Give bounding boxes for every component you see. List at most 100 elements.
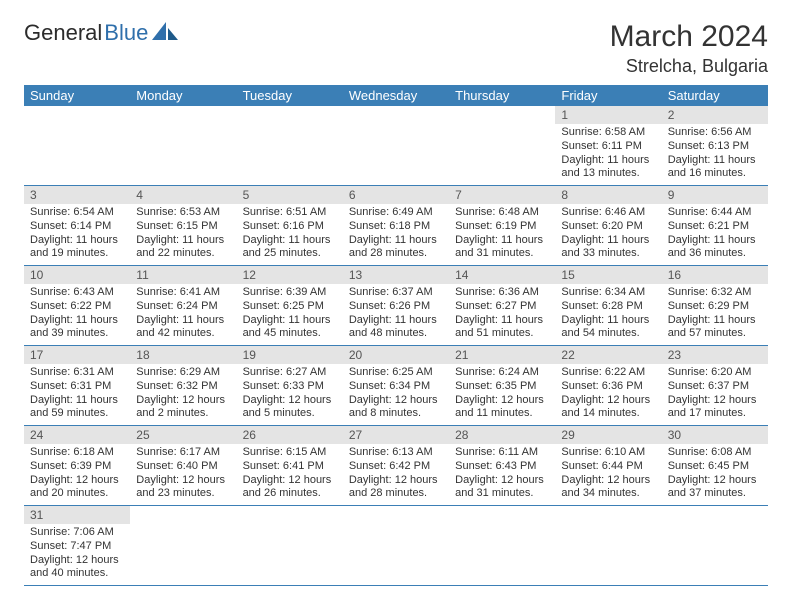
daylight-text: Daylight: 11 hours and 13 minutes. xyxy=(561,154,655,182)
day-detail-cell: Sunrise: 6:20 AMSunset: 6:37 PMDaylight:… xyxy=(662,364,768,426)
day-detail-cell xyxy=(130,124,236,186)
sunrise-text: Sunrise: 6:11 AM xyxy=(455,446,549,460)
day-detail-cell: Sunrise: 6:36 AMSunset: 6:27 PMDaylight:… xyxy=(449,284,555,346)
day-detail-row: Sunrise: 6:31 AMSunset: 6:31 PMDaylight:… xyxy=(24,364,768,426)
weekday-header: Monday xyxy=(130,85,236,106)
sunset-text: Sunset: 6:32 PM xyxy=(136,380,230,394)
sunset-text: Sunset: 6:44 PM xyxy=(561,460,655,474)
location-label: Strelcha, Bulgaria xyxy=(610,56,768,77)
day-number-cell xyxy=(130,506,236,525)
day-detail-row: Sunrise: 6:43 AMSunset: 6:22 PMDaylight:… xyxy=(24,284,768,346)
sunrise-text: Sunrise: 6:39 AM xyxy=(243,286,337,300)
sunset-text: Sunset: 6:28 PM xyxy=(561,300,655,314)
day-number-cell: 21 xyxy=(449,346,555,365)
day-detail-cell: Sunrise: 6:43 AMSunset: 6:22 PMDaylight:… xyxy=(24,284,130,346)
sunrise-text: Sunrise: 6:41 AM xyxy=(136,286,230,300)
day-number-cell xyxy=(237,506,343,525)
daylight-text: Daylight: 11 hours and 39 minutes. xyxy=(30,314,124,342)
sunset-text: Sunset: 6:26 PM xyxy=(349,300,443,314)
day-number-cell: 27 xyxy=(343,426,449,445)
daylight-text: Daylight: 12 hours and 34 minutes. xyxy=(561,474,655,502)
day-number-cell: 16 xyxy=(662,266,768,285)
weekday-header: Tuesday xyxy=(237,85,343,106)
daylight-text: Daylight: 11 hours and 22 minutes. xyxy=(136,234,230,262)
weekday-header: Sunday xyxy=(24,85,130,106)
header-bar: GeneralBlue March 2024 Strelcha, Bulgari… xyxy=(24,20,768,77)
sunset-text: Sunset: 6:36 PM xyxy=(561,380,655,394)
sunset-text: Sunset: 6:19 PM xyxy=(455,220,549,234)
brand-part1: General xyxy=(24,20,102,46)
day-number-row: 24252627282930 xyxy=(24,426,768,445)
day-detail-cell xyxy=(237,524,343,586)
sunset-text: Sunset: 6:27 PM xyxy=(455,300,549,314)
sunrise-text: Sunrise: 6:44 AM xyxy=(668,206,762,220)
daylight-text: Daylight: 12 hours and 14 minutes. xyxy=(561,394,655,422)
sunset-text: Sunset: 6:31 PM xyxy=(30,380,124,394)
sunrise-text: Sunrise: 6:10 AM xyxy=(561,446,655,460)
daylight-text: Daylight: 12 hours and 8 minutes. xyxy=(349,394,443,422)
day-number-row: 3456789 xyxy=(24,186,768,205)
daylight-text: Daylight: 11 hours and 25 minutes. xyxy=(243,234,337,262)
sunset-text: Sunset: 6:35 PM xyxy=(455,380,549,394)
sunset-text: Sunset: 6:42 PM xyxy=(349,460,443,474)
day-number-cell: 31 xyxy=(24,506,130,525)
day-detail-row: Sunrise: 6:58 AMSunset: 6:11 PMDaylight:… xyxy=(24,124,768,186)
daylight-text: Daylight: 11 hours and 59 minutes. xyxy=(30,394,124,422)
sunrise-text: Sunrise: 6:54 AM xyxy=(30,206,124,220)
day-number-cell: 2 xyxy=(662,106,768,124)
day-detail-cell: Sunrise: 6:51 AMSunset: 6:16 PMDaylight:… xyxy=(237,204,343,266)
day-number-cell: 22 xyxy=(555,346,661,365)
sunrise-text: Sunrise: 6:15 AM xyxy=(243,446,337,460)
day-number-cell xyxy=(555,506,661,525)
month-title: March 2024 xyxy=(610,20,768,54)
day-number-cell xyxy=(662,506,768,525)
sunset-text: Sunset: 6:18 PM xyxy=(349,220,443,234)
day-number-cell: 11 xyxy=(130,266,236,285)
day-detail-cell: Sunrise: 6:41 AMSunset: 6:24 PMDaylight:… xyxy=(130,284,236,346)
day-detail-cell: Sunrise: 6:13 AMSunset: 6:42 PMDaylight:… xyxy=(343,444,449,506)
day-detail-cell: Sunrise: 6:58 AMSunset: 6:11 PMDaylight:… xyxy=(555,124,661,186)
day-number-cell: 30 xyxy=(662,426,768,445)
sunset-text: Sunset: 6:24 PM xyxy=(136,300,230,314)
sunrise-text: Sunrise: 6:22 AM xyxy=(561,366,655,380)
day-number-cell: 4 xyxy=(130,186,236,205)
day-number-cell: 14 xyxy=(449,266,555,285)
day-number-cell: 10 xyxy=(24,266,130,285)
sunrise-text: Sunrise: 6:46 AM xyxy=(561,206,655,220)
daylight-text: Daylight: 12 hours and 37 minutes. xyxy=(668,474,762,502)
sunset-text: Sunset: 6:21 PM xyxy=(668,220,762,234)
day-detail-cell xyxy=(555,524,661,586)
sunset-text: Sunset: 6:39 PM xyxy=(30,460,124,474)
day-detail-cell: Sunrise: 6:48 AMSunset: 6:19 PMDaylight:… xyxy=(449,204,555,266)
day-number-cell: 29 xyxy=(555,426,661,445)
sunset-text: Sunset: 6:13 PM xyxy=(668,140,762,154)
sunrise-text: Sunrise: 6:48 AM xyxy=(455,206,549,220)
sail-icon xyxy=(152,20,178,46)
day-number-cell: 8 xyxy=(555,186,661,205)
daylight-text: Daylight: 12 hours and 26 minutes. xyxy=(243,474,337,502)
brand-part2: Blue xyxy=(104,20,148,46)
brand-logo: GeneralBlue xyxy=(24,20,178,46)
day-number-cell: 25 xyxy=(130,426,236,445)
day-detail-cell: Sunrise: 6:53 AMSunset: 6:15 PMDaylight:… xyxy=(130,204,236,266)
day-detail-cell: Sunrise: 6:49 AMSunset: 6:18 PMDaylight:… xyxy=(343,204,449,266)
day-number-cell: 5 xyxy=(237,186,343,205)
sunrise-text: Sunrise: 6:34 AM xyxy=(561,286,655,300)
day-number-cell: 7 xyxy=(449,186,555,205)
sunset-text: Sunset: 6:33 PM xyxy=(243,380,337,394)
day-detail-cell: Sunrise: 6:37 AMSunset: 6:26 PMDaylight:… xyxy=(343,284,449,346)
sunrise-text: Sunrise: 6:31 AM xyxy=(30,366,124,380)
day-number-cell: 6 xyxy=(343,186,449,205)
day-number-cell: 17 xyxy=(24,346,130,365)
day-detail-cell: Sunrise: 6:56 AMSunset: 6:13 PMDaylight:… xyxy=(662,124,768,186)
sunrise-text: Sunrise: 6:17 AM xyxy=(136,446,230,460)
day-detail-cell: Sunrise: 6:15 AMSunset: 6:41 PMDaylight:… xyxy=(237,444,343,506)
day-number-row: 31 xyxy=(24,506,768,525)
sunset-text: Sunset: 6:25 PM xyxy=(243,300,337,314)
sunrise-text: Sunrise: 6:32 AM xyxy=(668,286,762,300)
sunrise-text: Sunrise: 6:20 AM xyxy=(668,366,762,380)
weekday-header: Wednesday xyxy=(343,85,449,106)
sunset-text: Sunset: 6:43 PM xyxy=(455,460,549,474)
day-detail-cell xyxy=(237,124,343,186)
day-number-cell: 12 xyxy=(237,266,343,285)
